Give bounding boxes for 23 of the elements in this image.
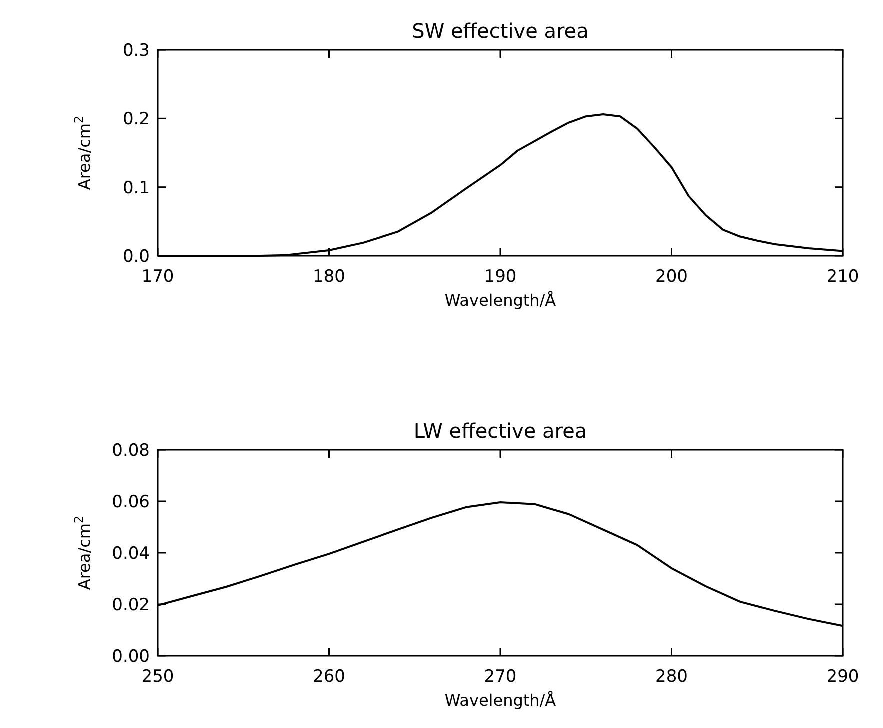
y-tick-label: 0.02 bbox=[112, 596, 150, 616]
x-tick-label: 270 bbox=[484, 667, 517, 687]
chart-title: LW effective area bbox=[414, 419, 588, 443]
y-tick-label: 0.3 bbox=[122, 41, 150, 61]
x-tick-label: 190 bbox=[484, 267, 517, 287]
chart-title: SW effective area bbox=[412, 19, 589, 43]
x-axis-title: Wavelength/Å bbox=[444, 691, 556, 710]
x-tick-label: 260 bbox=[313, 667, 346, 687]
x-tick-label: 250 bbox=[142, 667, 174, 687]
y-tick-label: 0.0 bbox=[122, 247, 150, 267]
y-tick-label: 0.00 bbox=[112, 647, 150, 667]
x-tick-label: 290 bbox=[826, 667, 860, 687]
x-tick-label: 210 bbox=[826, 267, 860, 287]
y-tick-label: 0.06 bbox=[112, 492, 150, 512]
x-axis-title: Wavelength/Å bbox=[444, 291, 556, 310]
x-tick-label: 200 bbox=[656, 267, 688, 287]
y-tick-label: 0.1 bbox=[122, 178, 150, 198]
y-tick-label: 0.04 bbox=[112, 544, 150, 564]
y-tick-label: 0.08 bbox=[112, 441, 150, 461]
x-tick-label: 180 bbox=[313, 267, 346, 287]
x-tick-label: 170 bbox=[142, 267, 174, 287]
y-tick-label: 0.2 bbox=[122, 110, 150, 130]
x-tick-label: 280 bbox=[656, 667, 688, 687]
